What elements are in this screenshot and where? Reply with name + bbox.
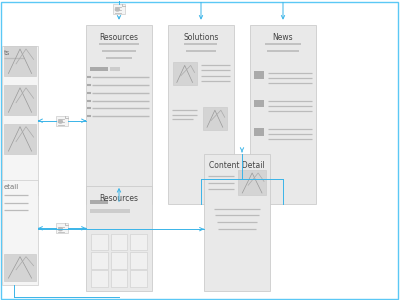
Bar xyxy=(4,254,36,280)
Bar xyxy=(110,233,128,250)
Circle shape xyxy=(58,228,62,231)
Bar xyxy=(110,252,128,269)
Bar xyxy=(130,271,147,287)
Text: Content Detail: Content Detail xyxy=(209,161,265,170)
Bar xyxy=(86,186,152,291)
Bar xyxy=(56,116,68,126)
Bar xyxy=(91,271,108,287)
Bar xyxy=(130,233,147,250)
Bar xyxy=(86,25,152,204)
Text: etail: etail xyxy=(4,184,19,190)
Bar xyxy=(90,200,108,204)
Bar xyxy=(4,85,36,115)
Text: Resources: Resources xyxy=(100,32,138,41)
Text: News: News xyxy=(273,32,293,41)
Bar xyxy=(254,71,264,79)
Bar xyxy=(168,25,234,204)
Bar xyxy=(4,124,36,154)
Bar xyxy=(90,208,130,213)
Bar xyxy=(173,62,196,85)
Bar xyxy=(90,67,108,71)
Text: ts: ts xyxy=(4,50,10,56)
Bar xyxy=(204,154,270,291)
Circle shape xyxy=(115,8,119,11)
Bar xyxy=(250,25,316,204)
Bar xyxy=(110,67,120,71)
Bar xyxy=(2,181,38,285)
Bar xyxy=(4,46,36,76)
Bar xyxy=(254,128,264,136)
Text: Solutions: Solutions xyxy=(183,32,219,41)
Bar xyxy=(110,271,128,287)
Bar xyxy=(254,100,264,107)
Circle shape xyxy=(58,120,62,123)
Bar xyxy=(56,223,68,233)
Bar xyxy=(203,107,227,130)
Bar xyxy=(238,170,266,195)
Bar xyxy=(91,252,108,269)
Bar xyxy=(114,4,125,14)
Bar xyxy=(2,46,38,195)
Bar xyxy=(130,252,147,269)
Text: Resources: Resources xyxy=(100,194,138,203)
Bar xyxy=(91,233,108,250)
